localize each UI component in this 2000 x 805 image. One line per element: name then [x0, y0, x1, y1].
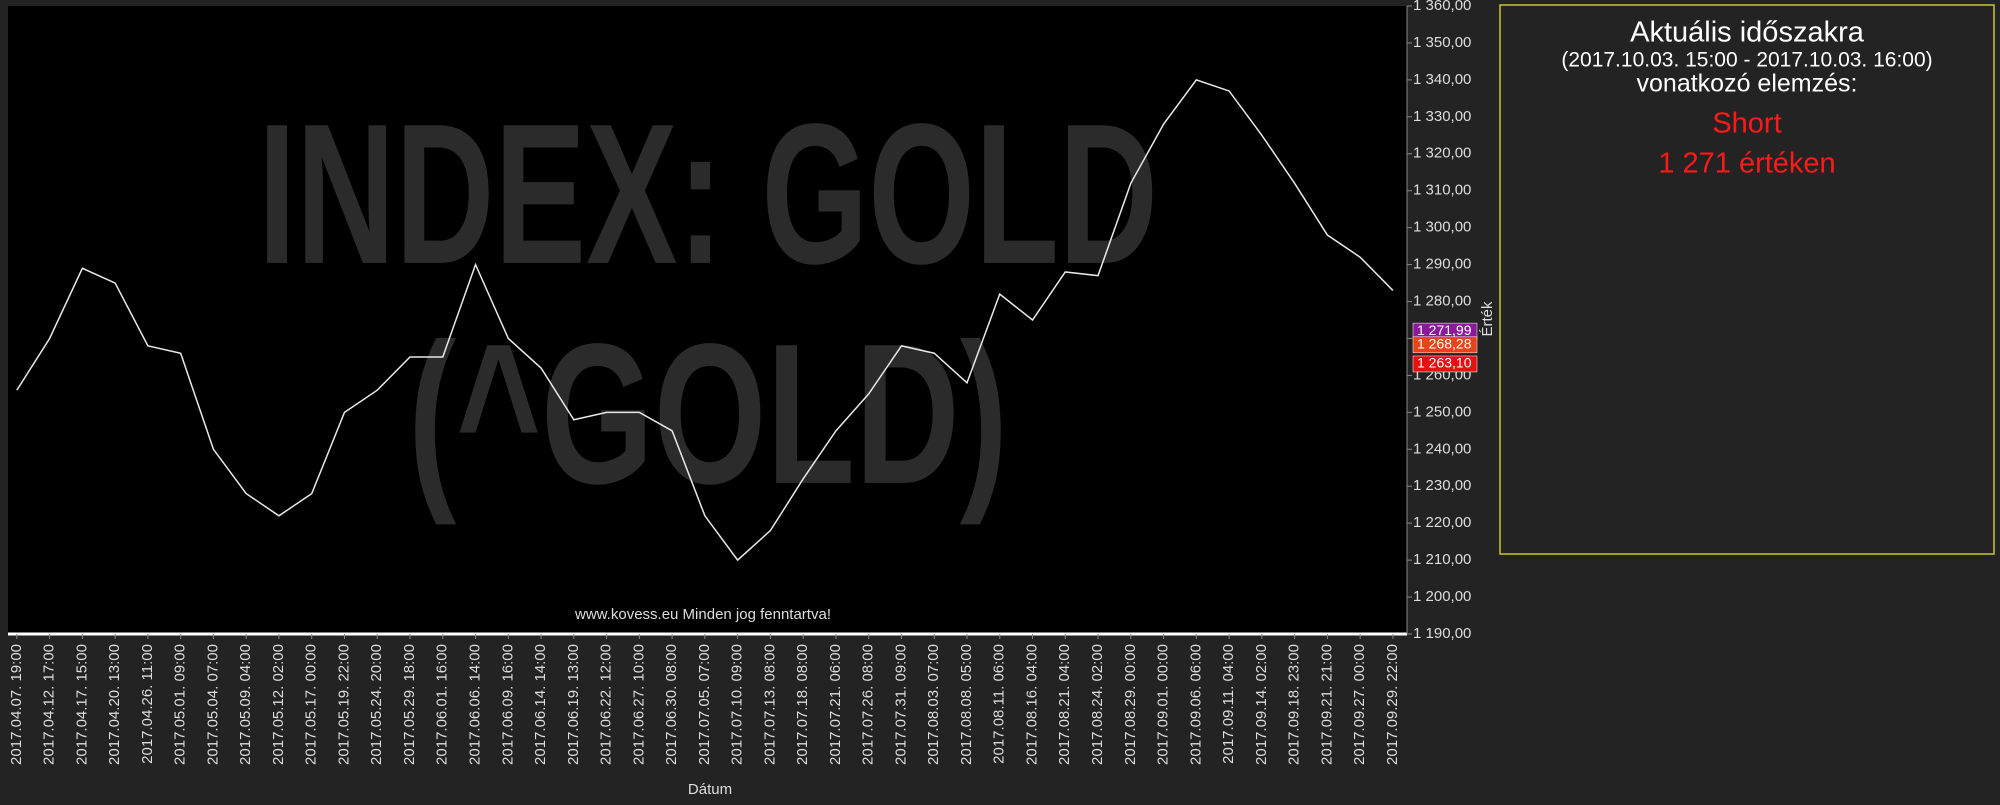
- x-tick-label: 2017.08.16. 04:00: [1023, 644, 1040, 765]
- y-tick-label: 1 310,00: [1413, 182, 1471, 199]
- y-tick-label: 1 280,00: [1413, 292, 1471, 309]
- panel-period: (2017.10.03. 15:00 - 2017.10.03. 16:00): [1561, 49, 1932, 72]
- x-tick-label: 2017.07.18. 08:00: [794, 644, 811, 765]
- price-tag-label: 1 263,10: [1417, 355, 1472, 371]
- x-tick-label: 2017.08.11. 06:00: [991, 644, 1008, 764]
- y-tick-label: 1 330,00: [1413, 108, 1471, 125]
- analysis-panel: [1499, 4, 1995, 555]
- x-tick-label: 2017.05.24. 20:00: [368, 644, 385, 765]
- x-tick-label: 2017.05.29. 18:00: [401, 644, 418, 765]
- x-tick-label: 2017.09.11. 04:00: [1220, 644, 1237, 764]
- x-tick-label: 2017.07.26. 08:00: [860, 644, 877, 765]
- x-tick-label: 2017.05.12. 02:00: [270, 644, 287, 765]
- x-tick-label: 2017.07.05. 07:00: [696, 644, 713, 765]
- y-tick-label: 1 360,00: [1413, 0, 1471, 14]
- y-tick-label: 1 250,00: [1413, 403, 1471, 420]
- panel-signal: Short: [1712, 108, 1781, 140]
- watermark: (^GOLD): [408, 303, 1008, 526]
- x-tick-label: 2017.05.01. 09:00: [172, 644, 189, 765]
- x-tick-label: 2017.07.10. 09:00: [729, 644, 746, 765]
- y-tick-label: 1 350,00: [1413, 34, 1471, 51]
- x-tick-label: 2017.07.21. 06:00: [827, 644, 844, 765]
- panel-subtitle: vonatkozó elemzés:: [1637, 70, 1858, 98]
- y-tick-label: 1 290,00: [1413, 256, 1471, 273]
- x-tick-label: 2017.04.20. 13:00: [106, 644, 123, 765]
- x-tick-label: 2017.05.19. 22:00: [335, 644, 352, 765]
- footer: www.kovess.eu Minden jog fenntartva!: [574, 606, 831, 623]
- y-tick-label: 1 240,00: [1413, 440, 1471, 457]
- x-tick-label: 2017.07.13. 08:00: [761, 644, 778, 765]
- y-tick-label: 1 220,00: [1413, 514, 1471, 531]
- y-tick-label: 1 230,00: [1413, 477, 1471, 494]
- price-line: [16, 78, 1394, 562]
- x-tick-label: 2017.04.07. 19:00: [8, 644, 25, 765]
- x-tick-label: 2017.08.03. 07:00: [925, 644, 942, 765]
- x-tick-label: 2017.09.14. 02:00: [1253, 644, 1270, 765]
- y-tick-label: 1 210,00: [1413, 551, 1471, 568]
- x-tick-label: 2017.04.17. 15:00: [73, 644, 90, 765]
- x-tick-label: 2017.08.08. 05:00: [958, 644, 975, 765]
- x-tick-label: 2017.08.29. 00:00: [1122, 644, 1139, 765]
- y-tick-label: 1 340,00: [1413, 71, 1471, 88]
- x-tick-label: 2017.06.22. 12:00: [598, 644, 615, 765]
- x-tick-label: 2017.09.27. 00:00: [1351, 644, 1368, 765]
- x-tick-label: 2017.05.04. 07:00: [204, 644, 221, 765]
- x-tick-label: 2017.08.21. 04:00: [1056, 644, 1073, 765]
- y-axis-label: Érték: [1479, 301, 1496, 337]
- x-tick-label: 2017.09.01. 00:00: [1155, 644, 1172, 765]
- x-tick-label: 2017.06.19. 13:00: [565, 644, 582, 765]
- y-tick-label: 1 300,00: [1413, 219, 1471, 236]
- x-tick-label: 2017.06.06. 14:00: [467, 644, 484, 765]
- x-tick-label: 2017.04.26. 11:00: [139, 644, 156, 764]
- panel-title: Aktuális időszakra: [1630, 17, 1865, 49]
- x-tick-label: 2017.06.01. 16:00: [434, 644, 451, 765]
- price-tag-label: 1 268,28: [1417, 336, 1472, 352]
- x-tick-label: 2017.08.24. 02:00: [1089, 644, 1106, 765]
- x-tick-label: 2017.05.09. 04:00: [237, 644, 254, 765]
- x-axis-label: Dátum: [688, 781, 732, 798]
- x-tick-label: 2017.04.12. 17:00: [41, 644, 58, 765]
- watermark: INDEX: GOLD: [258, 83, 1158, 306]
- x-tick-label: 2017.09.18. 23:00: [1286, 644, 1303, 765]
- x-tick-label: 2017.06.14. 14:00: [532, 644, 549, 765]
- x-tick-label: 2017.07.31. 09:00: [892, 644, 909, 765]
- price-tag: [1412, 355, 1478, 373]
- y-tick-label: 1 190,00: [1413, 625, 1471, 642]
- x-tick-label: 2017.09.21. 21:00: [1318, 644, 1335, 765]
- x-tick-label: 2017.06.27. 10:00: [630, 644, 647, 765]
- y-tick-label: 1 320,00: [1413, 145, 1471, 162]
- x-tick-label: 2017.06.09. 16:00: [499, 644, 516, 765]
- y-tick-label: 1 200,00: [1413, 588, 1471, 605]
- price-tag-label: 1 271,99: [1417, 322, 1472, 338]
- plot: 1 190,00 1 200,00 1 210,00 1 220,00 1 230,00…: [8, 0, 1478, 765]
- x-tick-label: 2017.09.06. 06:00: [1187, 644, 1204, 765]
- x-tick-label: 2017.05.17. 00:00: [303, 644, 320, 765]
- panel-price: 1 271 értéken: [1658, 148, 1835, 180]
- x-tick-label: 2017.06.30. 08:00: [663, 644, 680, 765]
- price-tag: [1412, 336, 1478, 354]
- x-tick-label: 2017.09.29. 22:00: [1384, 644, 1401, 765]
